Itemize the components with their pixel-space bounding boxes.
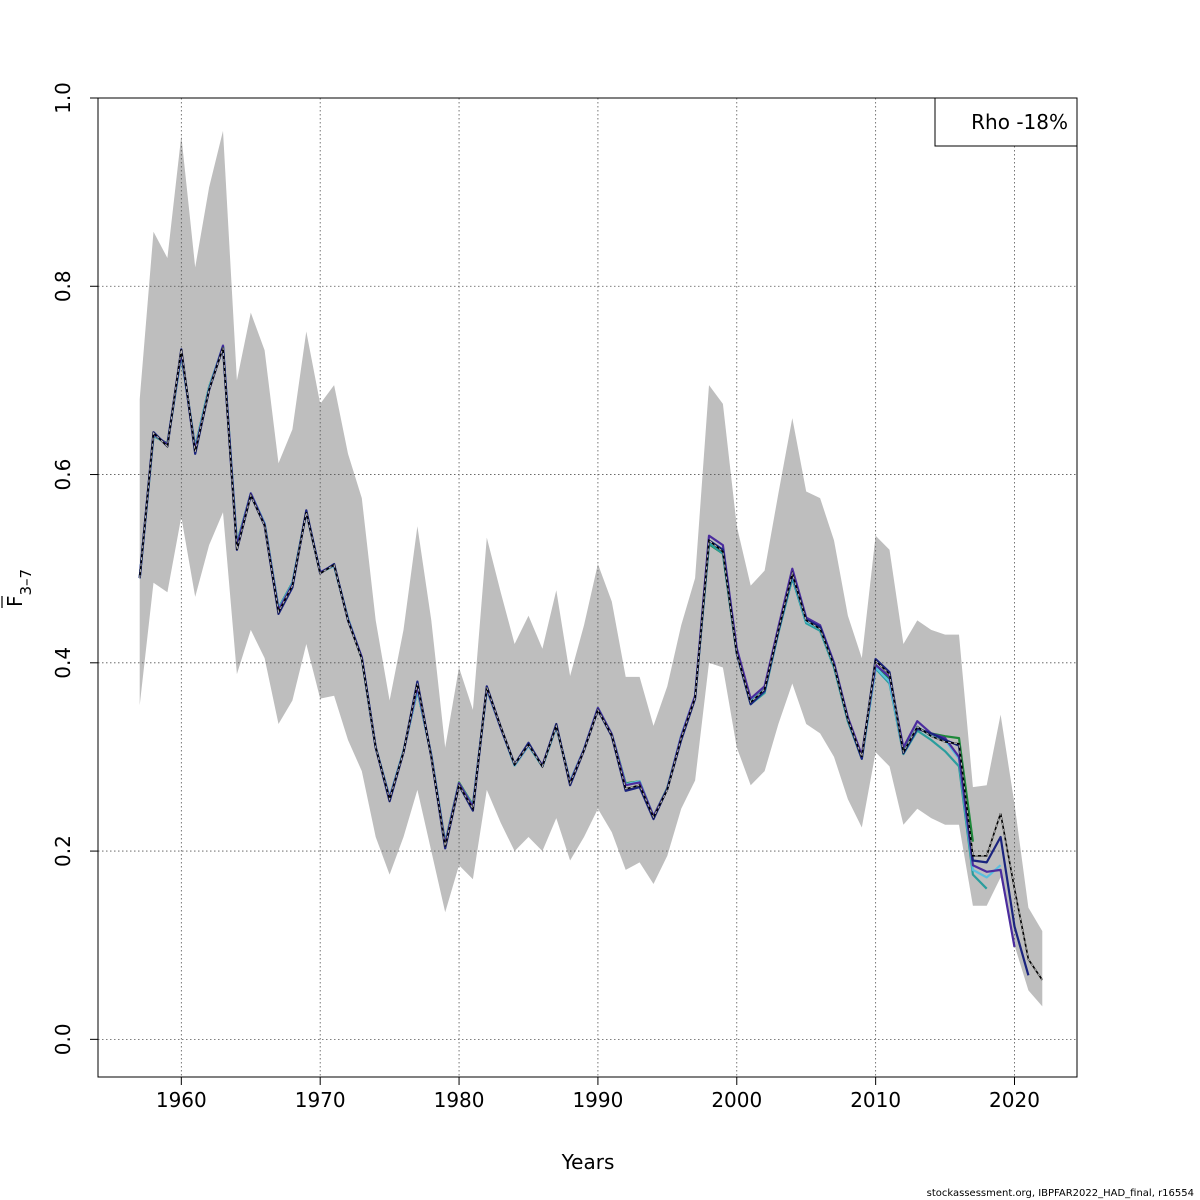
y-tick-label: 0.4	[51, 647, 75, 679]
legend-box	[934, 97, 1078, 147]
x-tick-label: 1990	[572, 1088, 623, 1112]
x-tick-label: 2010	[850, 1088, 901, 1112]
x-tick-label: 2020	[989, 1088, 1040, 1112]
x-tick-label: 2000	[711, 1088, 762, 1112]
x-tick-label: 1980	[434, 1088, 485, 1112]
series-line-main-dash	[139, 347, 1043, 981]
x-tick-label: 1970	[295, 1088, 346, 1112]
x-tick-label: 1960	[156, 1088, 207, 1112]
y-tick-label: 1.0	[51, 82, 75, 114]
y-tick-label: 0.0	[51, 1023, 75, 1055]
y-tick-label: 0.6	[51, 459, 75, 491]
y-axis-title-subscript: 3–7	[17, 569, 35, 596]
confidence-band	[139, 130, 1043, 1007]
y-axis-title-main: F	[3, 596, 27, 608]
source-note: stockassessment.org, IBPFAR2022_HAD_fina…	[927, 1188, 1194, 1199]
y-axis-title: F3–7	[1, 569, 35, 608]
x-axis-title: Years	[561, 1150, 615, 1174]
confidence-band-layer	[139, 130, 1043, 1007]
axis-layer: 1960 1970 1980 1990 2000 2010 2020 0.0 0.2 0.4 0.6…	[51, 82, 1040, 1112]
y-tick-label: 0.2	[51, 835, 75, 867]
y-tick-label: 0.8	[51, 270, 75, 302]
series-layer	[138, 344, 1043, 981]
legend: Rho -18%	[934, 97, 1078, 147]
svg-text:F3–7: F3–7	[3, 569, 35, 607]
legend-text: Rho -18%	[971, 110, 1068, 134]
